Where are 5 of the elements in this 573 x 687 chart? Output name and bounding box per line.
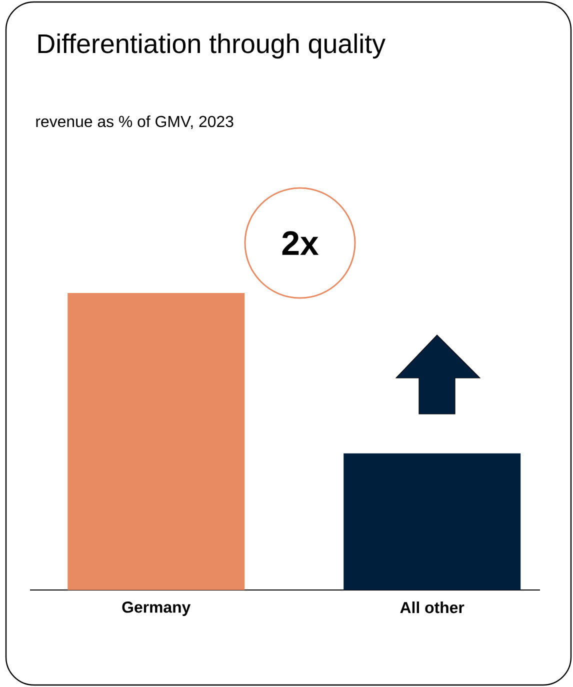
- chart-subtitle: revenue as % of GMV, 2023: [36, 115, 234, 130]
- text: 2x: [282, 231, 319, 255]
- chart-title: Differentiation through quality: [38, 33, 386, 59]
- x-tick-label: All other: [400, 602, 464, 614]
- x-tick-label: Germany: [122, 602, 191, 616]
